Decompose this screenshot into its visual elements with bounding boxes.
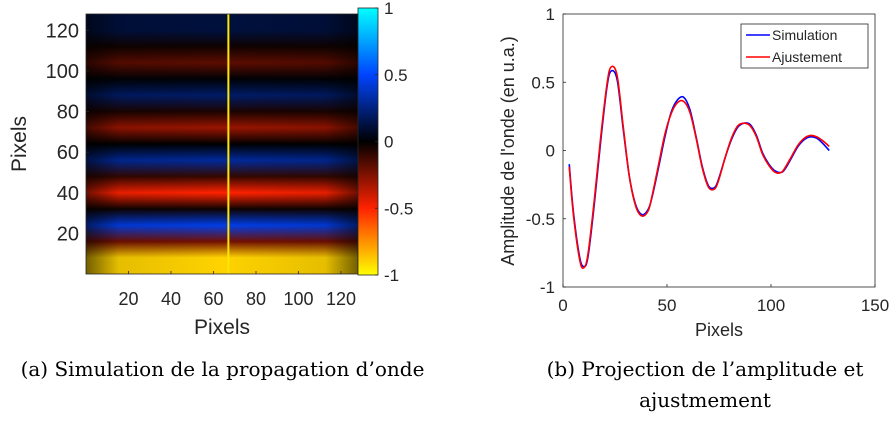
heatmap-x-axis-label: Pixels [194, 316, 250, 339]
series-line-ajustement [568, 65, 830, 270]
heatmap-x-tick-label: 20 [118, 289, 138, 309]
heatmap-x-tick-label: 100 [283, 289, 313, 309]
legend-label-simulation: Simulation [772, 27, 837, 43]
line-chart-x-axis-label: Pixels [695, 320, 743, 340]
colorbar: 1 0.5 0 -0.5 -1 [357, 0, 413, 285]
heatmap-x-tick-label: 40 [161, 289, 181, 309]
line-chart-y-tick-label: 0.5 [531, 73, 555, 92]
line-chart-y-tick-label: -1 [540, 278, 555, 297]
colorbar-tick-label: -1 [384, 266, 399, 285]
heatmap-x-tick-label: 120 [326, 289, 356, 309]
heatmap-x-tick-label: 80 [246, 289, 266, 309]
line-chart-panel: 0 50 100 150 -1 -0.5 0 0.5 1 Pixels Amplitude d… [498, 5, 889, 340]
heatmap-y-axis-label: Pixels [8, 116, 31, 172]
line-chart-x-tick-label: 150 [861, 296, 889, 315]
line-chart-x-tick-label: 50 [658, 296, 677, 315]
line-chart-frame [562, 13, 876, 288]
heatmap-panel: 20 40 60 80 100 120 20 40 60 80 100 120 Pixels Pix… [8, 13, 359, 339]
heatmap-y-tick-label: 100 [46, 61, 79, 83]
caption-b: (b) Projection de l’amplitude et ajustme… [515, 354, 895, 416]
legend: Simulation Ajustement [740, 23, 869, 69]
line-chart-y-axis-label: Amplitude de l'onde (en u.a.) [498, 36, 518, 266]
line-chart-y-tick-label: 0 [546, 142, 555, 161]
line-chart-y-ticks: -1 -0.5 0 0.5 1 [526, 5, 566, 297]
colorbar-tick-label: 1 [384, 0, 393, 18]
legend-label-ajustement: Ajustement [772, 49, 842, 65]
heatmap-y-tick-label: 20 [57, 223, 79, 245]
colorbar-ticks: 1 0.5 0 -0.5 -1 [375, 0, 413, 285]
line-chart-x-tick-label: 0 [558, 296, 567, 315]
line-chart-series [568, 65, 830, 270]
colorbar-tick-label: 0 [384, 133, 393, 152]
caption-b-line-2: ajustmement [639, 388, 771, 412]
heatmap-x-tick-label: 60 [203, 289, 223, 309]
line-chart-y-tick-label: -0.5 [526, 210, 555, 229]
colorbar-tick-label: 0.5 [384, 66, 408, 85]
heatmap-y-tick-label: 120 [46, 20, 79, 42]
heatmap-edge-shading [86, 14, 358, 274]
heatmap-y-ticks: 20 40 60 80 100 120 [46, 20, 89, 245]
heatmap-x-ticks: 20 40 60 80 100 120 [118, 271, 356, 309]
heatmap-y-tick-label: 40 [57, 183, 79, 205]
line-chart-x-ticks: 0 50 100 150 [558, 284, 889, 315]
colorbar-tick-label: -0.5 [384, 199, 413, 218]
line-chart-x-tick-label: 100 [757, 296, 785, 315]
line-chart-y-tick-label: 1 [546, 5, 555, 24]
legend-box [740, 23, 869, 69]
heatmap-y-tick-label: 80 [57, 102, 79, 124]
caption-a: (a) Simulation de la propagation d’onde [20, 357, 425, 381]
caption-b-line-1: (b) Projection de l’amplitude et [546, 357, 864, 381]
heatmap-y-tick-label: 60 [57, 142, 79, 164]
